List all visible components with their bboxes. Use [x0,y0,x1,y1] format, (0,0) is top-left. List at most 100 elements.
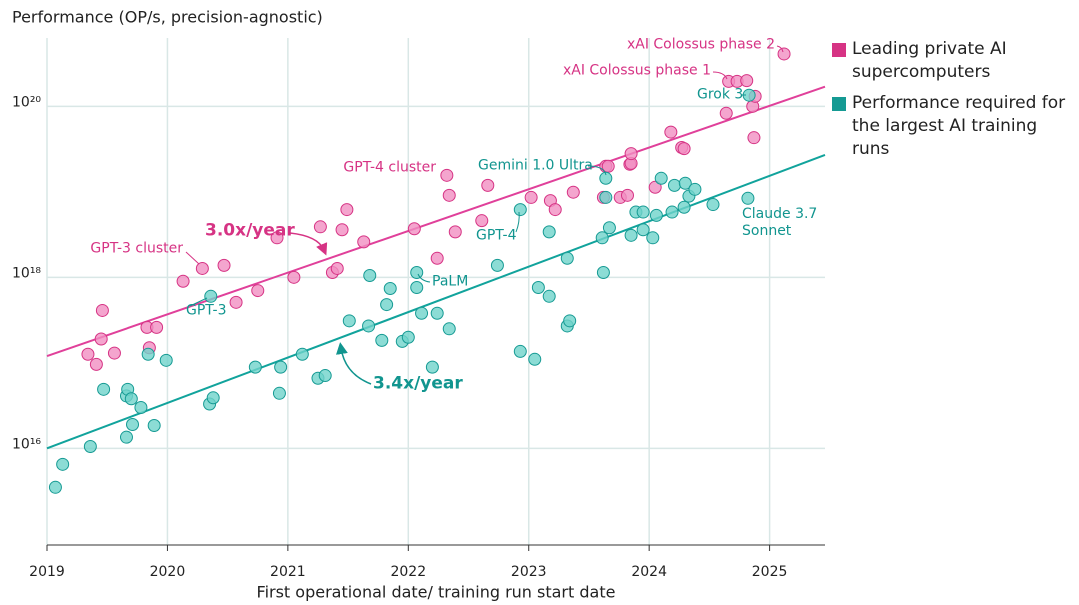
x-tick-label: 2020 [150,564,186,580]
connector [515,211,520,233]
point [313,220,327,234]
point [648,180,662,194]
legend-item: Performance required for the largest AI … [832,92,1077,161]
point [620,188,634,202]
point [677,200,691,214]
point [599,171,613,185]
point [548,203,562,217]
point [475,214,489,228]
point [272,386,286,400]
point [740,74,754,88]
legend-label: Leading private AI supercomputers [852,39,1007,82]
point [150,320,164,334]
point [380,298,394,312]
point [335,223,349,237]
x-tick-label: 2019 [29,564,65,580]
point [481,178,495,192]
y-tick-label: 10²⁰ [12,94,41,110]
trend-line [46,85,826,358]
point [430,251,444,265]
point [107,346,121,360]
point [95,303,109,317]
x-tick-label: 2025 [752,564,788,580]
point [342,314,356,328]
point [678,176,692,190]
point [56,457,70,471]
point [97,382,111,396]
point [176,274,190,288]
point [229,295,243,309]
annotation: Claude 3.7 Sonnet [742,206,818,239]
annotation: 3.4x/year [373,373,463,394]
point [542,289,556,303]
connector [185,251,200,265]
point [741,191,755,205]
point [430,306,444,320]
point [624,228,638,242]
point [81,347,95,361]
point [624,147,638,161]
point [664,125,678,139]
point [401,330,415,344]
legend-label: Performance required for the largest AI … [852,93,1066,159]
point [542,225,556,239]
point [747,131,761,145]
point [688,182,702,196]
point [274,360,288,374]
point [442,322,456,336]
x-tick-label: 2021 [270,564,306,580]
point [217,258,231,272]
point [287,270,301,284]
point [410,281,424,295]
legend: Leading private AI supercomputers Perform… [832,38,1077,169]
point [448,225,462,239]
point [126,417,140,431]
point [560,251,574,265]
point [415,306,429,320]
connector [712,71,728,80]
point [442,188,456,202]
legend-item: Leading private AI supercomputers [832,38,1077,84]
point [119,430,133,444]
annotation: GPT-4 [476,227,517,244]
point [134,401,148,415]
point [206,391,220,405]
point [665,205,679,219]
annotation: 3.0x/year [205,220,295,241]
annotation: xAI Colossus phase 1 [562,62,711,79]
point [362,319,376,333]
point [147,418,161,432]
point [636,205,650,219]
annotation: PaLM [432,273,469,290]
point [513,344,527,358]
point [566,185,580,199]
point [563,314,577,328]
annotation: xAI Colossus phase 2 [626,36,775,53]
trend-lines [46,85,826,450]
point [599,190,613,204]
point [646,231,660,245]
arrow [335,342,372,385]
point [531,281,545,295]
point [89,357,103,371]
point [295,347,309,361]
point [318,369,332,383]
point [357,235,371,249]
points [48,47,791,494]
y-tick-label: 10¹⁶ [12,436,41,452]
point [83,440,97,454]
point [440,168,454,182]
point [94,332,108,346]
point [204,289,218,303]
point [490,258,504,272]
connector [587,165,607,176]
point [383,282,397,296]
point [330,261,344,275]
point [251,284,265,298]
point [528,352,542,366]
point [636,223,650,237]
annotation: Gemini 1.0 Ultra [478,157,593,174]
point [340,203,354,217]
